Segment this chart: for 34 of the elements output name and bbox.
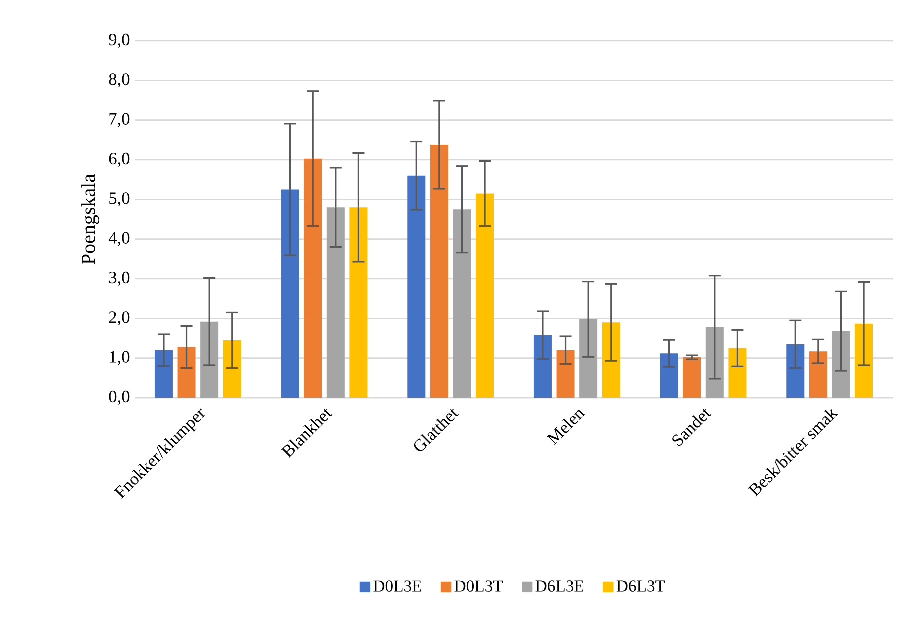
bar xyxy=(453,210,472,398)
y-tick-label: 6,0 xyxy=(109,152,130,168)
y-tick-label: 4,0 xyxy=(108,232,130,246)
bar xyxy=(476,194,494,398)
y-tick-label: 2,0 xyxy=(109,312,130,326)
bar xyxy=(326,208,345,398)
y-tick-label: 5,0 xyxy=(110,192,130,207)
y-tick-label: 1,0 xyxy=(110,351,130,366)
bar xyxy=(556,350,575,398)
bar xyxy=(580,319,598,398)
bar xyxy=(809,352,828,398)
bar xyxy=(350,208,368,398)
bar xyxy=(304,158,322,398)
y-tick-label: 3,0 xyxy=(109,272,130,286)
bar xyxy=(154,350,173,398)
y-tick-label: 8,0 xyxy=(109,74,130,88)
legend-label: D0L3E xyxy=(374,580,422,592)
bar xyxy=(786,344,805,398)
bar xyxy=(178,347,196,398)
y-tick-label: 9,0 xyxy=(109,34,130,48)
bar xyxy=(660,354,678,398)
legend-label: D6L3E xyxy=(536,580,584,592)
bar xyxy=(408,176,426,398)
legend-label: D6L3T xyxy=(616,580,666,592)
bar xyxy=(728,348,747,398)
bar xyxy=(683,358,702,398)
bar xyxy=(534,335,552,398)
bar xyxy=(223,340,242,398)
legend-label: D0L3T xyxy=(454,580,504,592)
y-tick-label: 7,0 xyxy=(110,113,130,128)
y-tick-label: 0,0 xyxy=(109,390,130,406)
bar xyxy=(281,190,300,398)
bar xyxy=(430,144,448,398)
y-axis-title: Poengskala xyxy=(81,174,100,264)
